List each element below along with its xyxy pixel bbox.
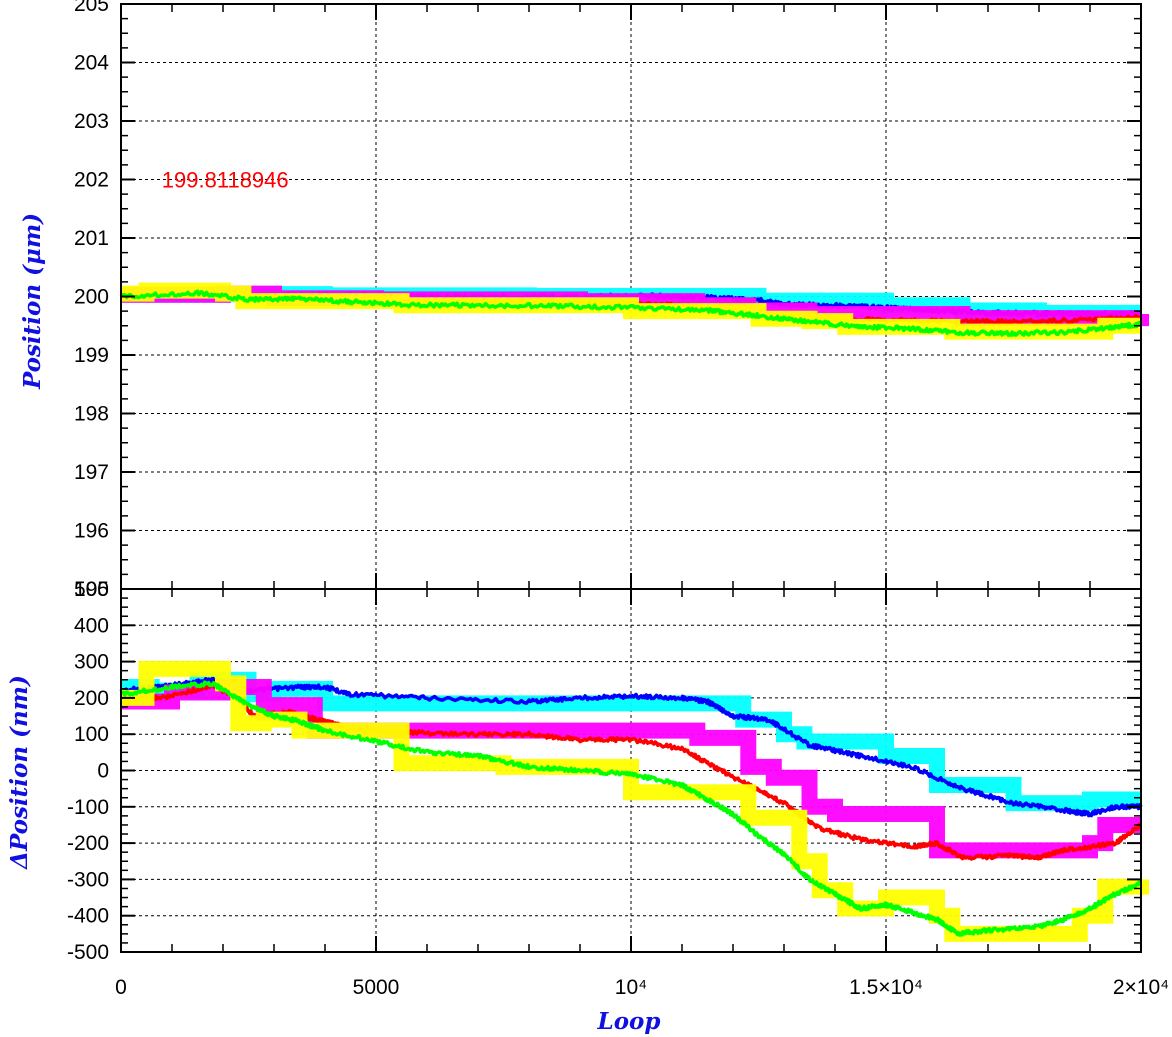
y-tick-label: -300 [67,868,109,891]
y-tick-label: 200 [74,687,109,710]
x-tick-label: 1.5×10⁴ [849,976,923,999]
series-1-line [119,676,1143,818]
top-y-axis-title: Position (μm) [19,213,46,390]
y-tick-label: 200 [74,286,109,309]
series-2-band [121,679,1141,859]
y-tick-label: -500 [67,941,109,964]
y-tick-label: 205 [74,0,109,16]
x-tick-label: 0 [115,976,127,999]
series-5-line [120,289,1143,337]
x-axis-title: Loop [597,1008,661,1035]
x-tick-label: 10⁴ [615,976,647,999]
y-tick-label: 100 [74,723,109,746]
y-tick-label: 500 [74,578,109,601]
bottom-panel-series [119,660,1149,942]
y-tick-label: 197 [74,461,109,484]
series-4-band [121,660,1149,942]
series-5-line [120,680,1143,937]
y-tick-label: 202 [74,169,109,192]
y-tick-label: 203 [74,110,109,133]
x-tick-label: 5000 [353,976,400,999]
top-panel: 195 196 197 198 199 200 201 202 203 204 205 199.81… [19,0,1149,601]
bottom-y-axis-title: ΔPosition (nm) [6,675,33,870]
y-tick-label: 400 [74,614,109,637]
y-tick-label: -400 [67,905,109,928]
top-panel-series [119,282,1149,340]
y-tick-label: 198 [74,403,109,426]
top-panel-annotations: 199.8118946 [162,168,289,193]
y-tick-label: -100 [67,796,109,819]
y-tick-label: 196 [74,520,109,543]
y-tick-label: 0 [97,760,109,783]
y-tick-label: 300 [74,651,109,674]
y-tick-label: 201 [74,227,109,250]
top-panel-ticks: 195 196 197 198 199 200 201 202 203 204 205 [74,0,1142,601]
y-tick-label: 199 [74,344,109,367]
y-tick-label: 204 [74,52,109,75]
y-tick-label: -200 [67,832,109,855]
y-tick-label: 195 [74,578,109,601]
x-tick-label: 2×10⁴ [1113,976,1169,999]
value-annotation: 199.8118946 [162,168,289,193]
